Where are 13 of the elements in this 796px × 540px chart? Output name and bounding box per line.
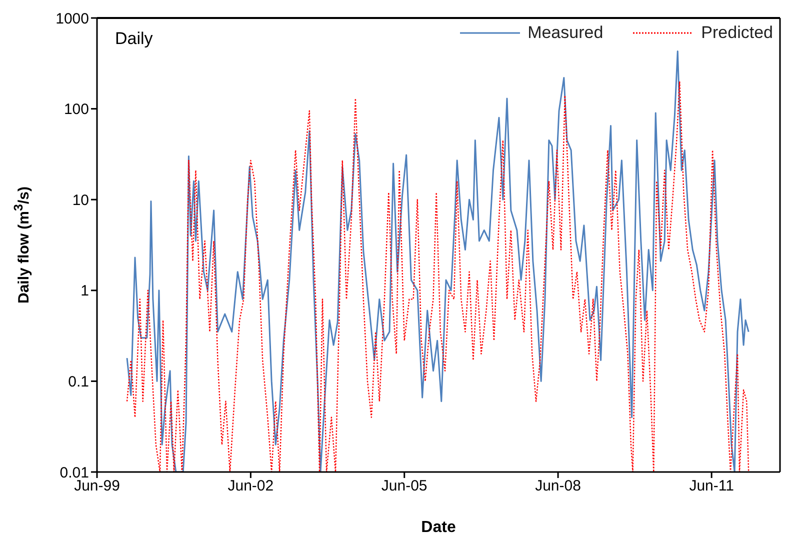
y-tick-label: 0.1 xyxy=(68,374,89,391)
legend-label: Measured xyxy=(528,23,604,43)
y-tick-label: 10 xyxy=(72,192,89,209)
x-tick-label: Jun-11 xyxy=(689,478,734,495)
legend-label: Predicted xyxy=(701,23,773,43)
y-tick-label: 1000 xyxy=(56,10,89,28)
x-tick-label: Jun-02 xyxy=(228,478,274,495)
x-tick-label: Jun-05 xyxy=(381,478,428,495)
y-tick-label: 100 xyxy=(64,101,89,118)
y-tick-label: 1 xyxy=(80,282,89,300)
x-tick-label: Jun-08 xyxy=(535,478,581,495)
x-axis-title: Date xyxy=(421,519,456,536)
text: Daily xyxy=(115,29,153,49)
